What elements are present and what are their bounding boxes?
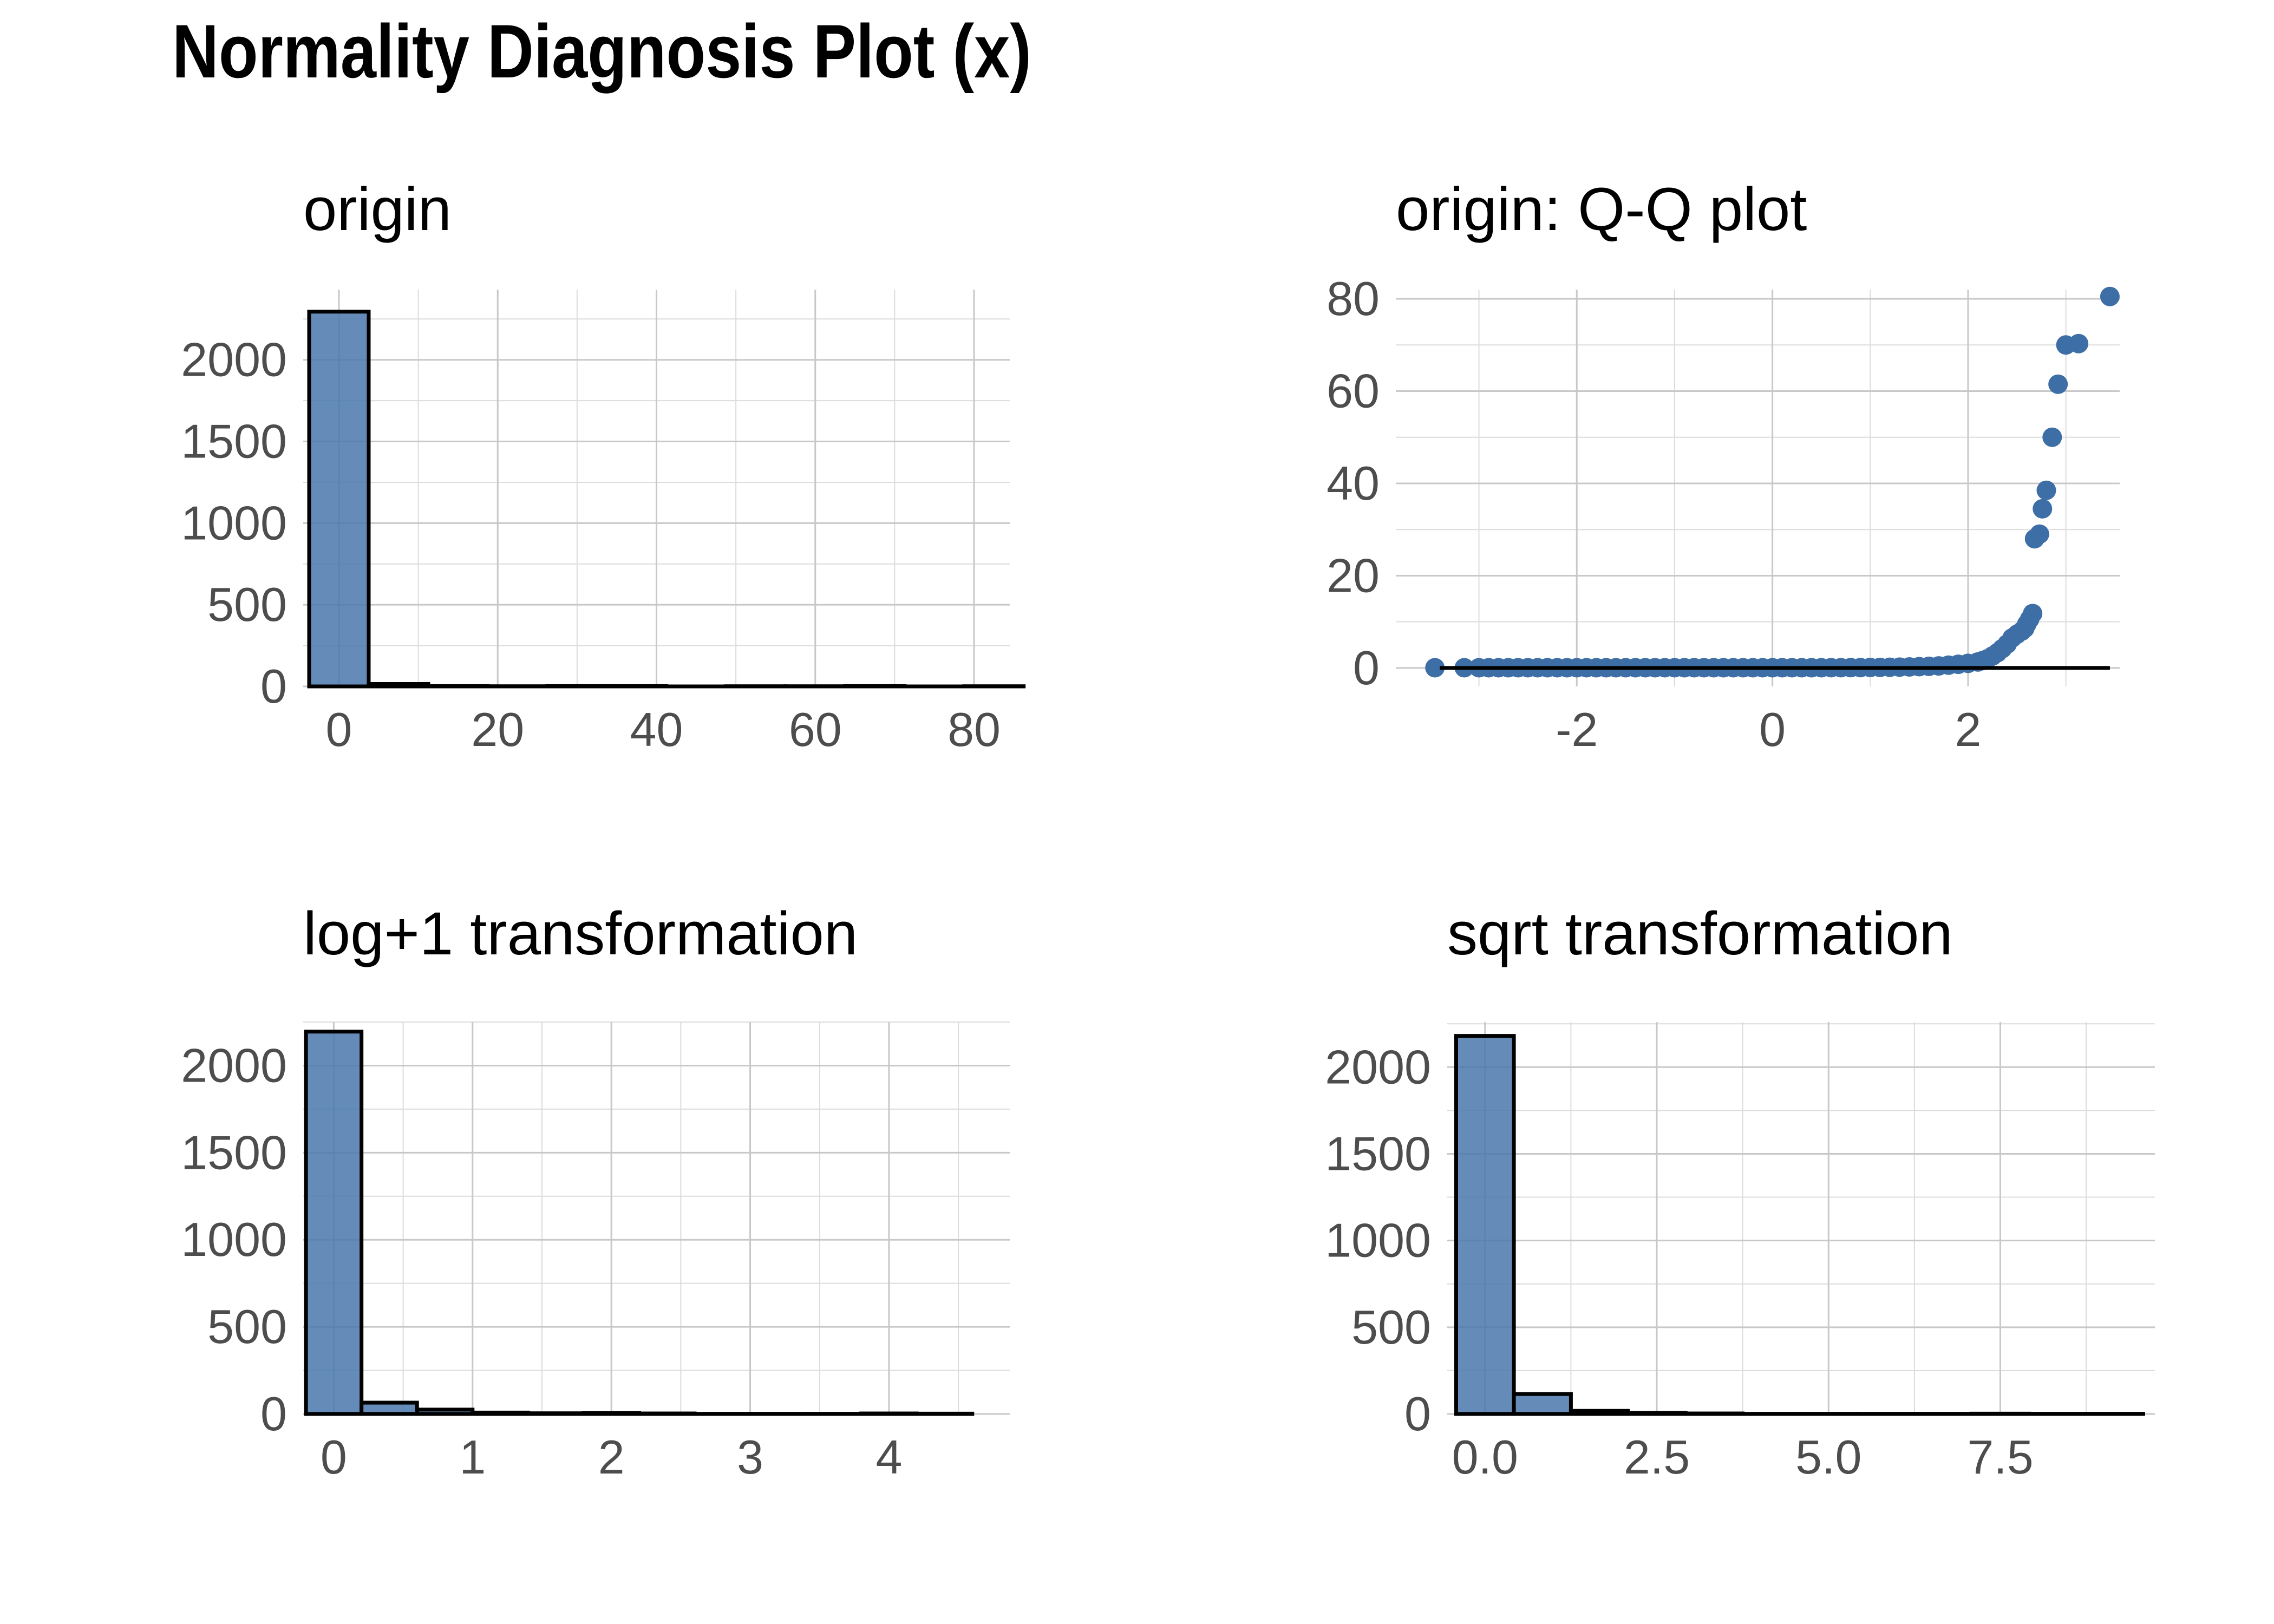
histogram-bar <box>1454 1034 1516 1416</box>
x-tick-label: 5.0 <box>1795 1430 1861 1484</box>
y-tick-label: 0 <box>1353 641 1380 695</box>
x-tick-label: 0.0 <box>1452 1430 1518 1484</box>
chart-log1p: 0 1 2 3 4 0 500 1000 1500 2000 <box>181 1021 1010 1484</box>
x-tick-label: 0 <box>321 1430 347 1484</box>
y-tick-label: 80 <box>1327 272 1380 325</box>
qq-point <box>2033 499 2053 519</box>
y-tick-label: 1000 <box>1325 1214 1431 1267</box>
x-tick-label: 7.5 <box>1967 1430 2033 1484</box>
qq-point <box>2036 480 2056 500</box>
x-tick-label: -2 <box>1556 703 1598 756</box>
y-tick-label: 60 <box>1327 364 1380 418</box>
panel-title: log+1 transformation <box>303 900 858 967</box>
y-tick-label: 1000 <box>181 496 287 549</box>
y-tick-label: 2000 <box>181 1038 287 1092</box>
y-tick-label: 500 <box>207 1300 287 1353</box>
x-tick-label: 80 <box>948 703 1001 756</box>
x-tick-label: 2 <box>598 1430 625 1484</box>
y-tick-label: 0 <box>260 659 287 713</box>
x-tick-label: 3 <box>737 1430 763 1484</box>
qq-point <box>2023 604 2043 624</box>
x-tick-label: 2 <box>1955 703 1981 756</box>
chart-sqrt: 0.0 2.5 5.0 7.5 0 500 1000 1500 2000 <box>1325 1022 2155 1484</box>
histogram-bar <box>304 1030 364 1416</box>
x-tick-label: 4 <box>875 1430 902 1484</box>
panel-title: sqrt transformation <box>1447 900 1953 967</box>
y-tick-label: 1500 <box>181 1125 287 1179</box>
y-tick-label: 500 <box>207 578 287 631</box>
qq-point <box>1425 658 1445 678</box>
qq-point <box>2029 524 2049 544</box>
y-tick-label: 1500 <box>181 415 287 468</box>
y-tick-label: 2000 <box>1325 1040 1431 1093</box>
y-tick-label: 500 <box>1351 1300 1431 1354</box>
y-tick-label: 1500 <box>1325 1127 1431 1180</box>
qq-point <box>2042 427 2062 447</box>
x-tick-label: 2.5 <box>1624 1430 1690 1484</box>
x-tick-label: 1 <box>459 1430 486 1484</box>
y-tick-label: 0 <box>1404 1387 1431 1440</box>
x-tick-label: 20 <box>471 703 524 756</box>
y-tick-label: 40 <box>1327 456 1380 510</box>
y-tick-label: 2000 <box>181 333 287 387</box>
histogram-bar <box>1512 1392 1573 1416</box>
x-tick-label: 40 <box>630 703 683 756</box>
panel-title: origin <box>303 175 452 243</box>
chart-origin: 0 20 40 60 80 0 500 1000 1500 2000 <box>181 290 1026 756</box>
panel-title: origin: Q-Q plot <box>1396 175 1807 243</box>
y-tick-label: 20 <box>1327 548 1380 602</box>
y-tick-label: 0 <box>260 1387 287 1440</box>
y-tick-label: 1000 <box>181 1213 287 1266</box>
qq-point <box>2100 286 2120 306</box>
qq-point <box>2069 333 2089 353</box>
x-tick-label: 0 <box>1759 703 1786 756</box>
x-tick-label: 60 <box>789 703 842 756</box>
qq-point <box>2048 374 2068 394</box>
histogram-bar <box>307 310 371 689</box>
x-tick-label: 0 <box>326 703 352 756</box>
main-title: Normality Diagnosis Plot (x) <box>172 9 1031 94</box>
